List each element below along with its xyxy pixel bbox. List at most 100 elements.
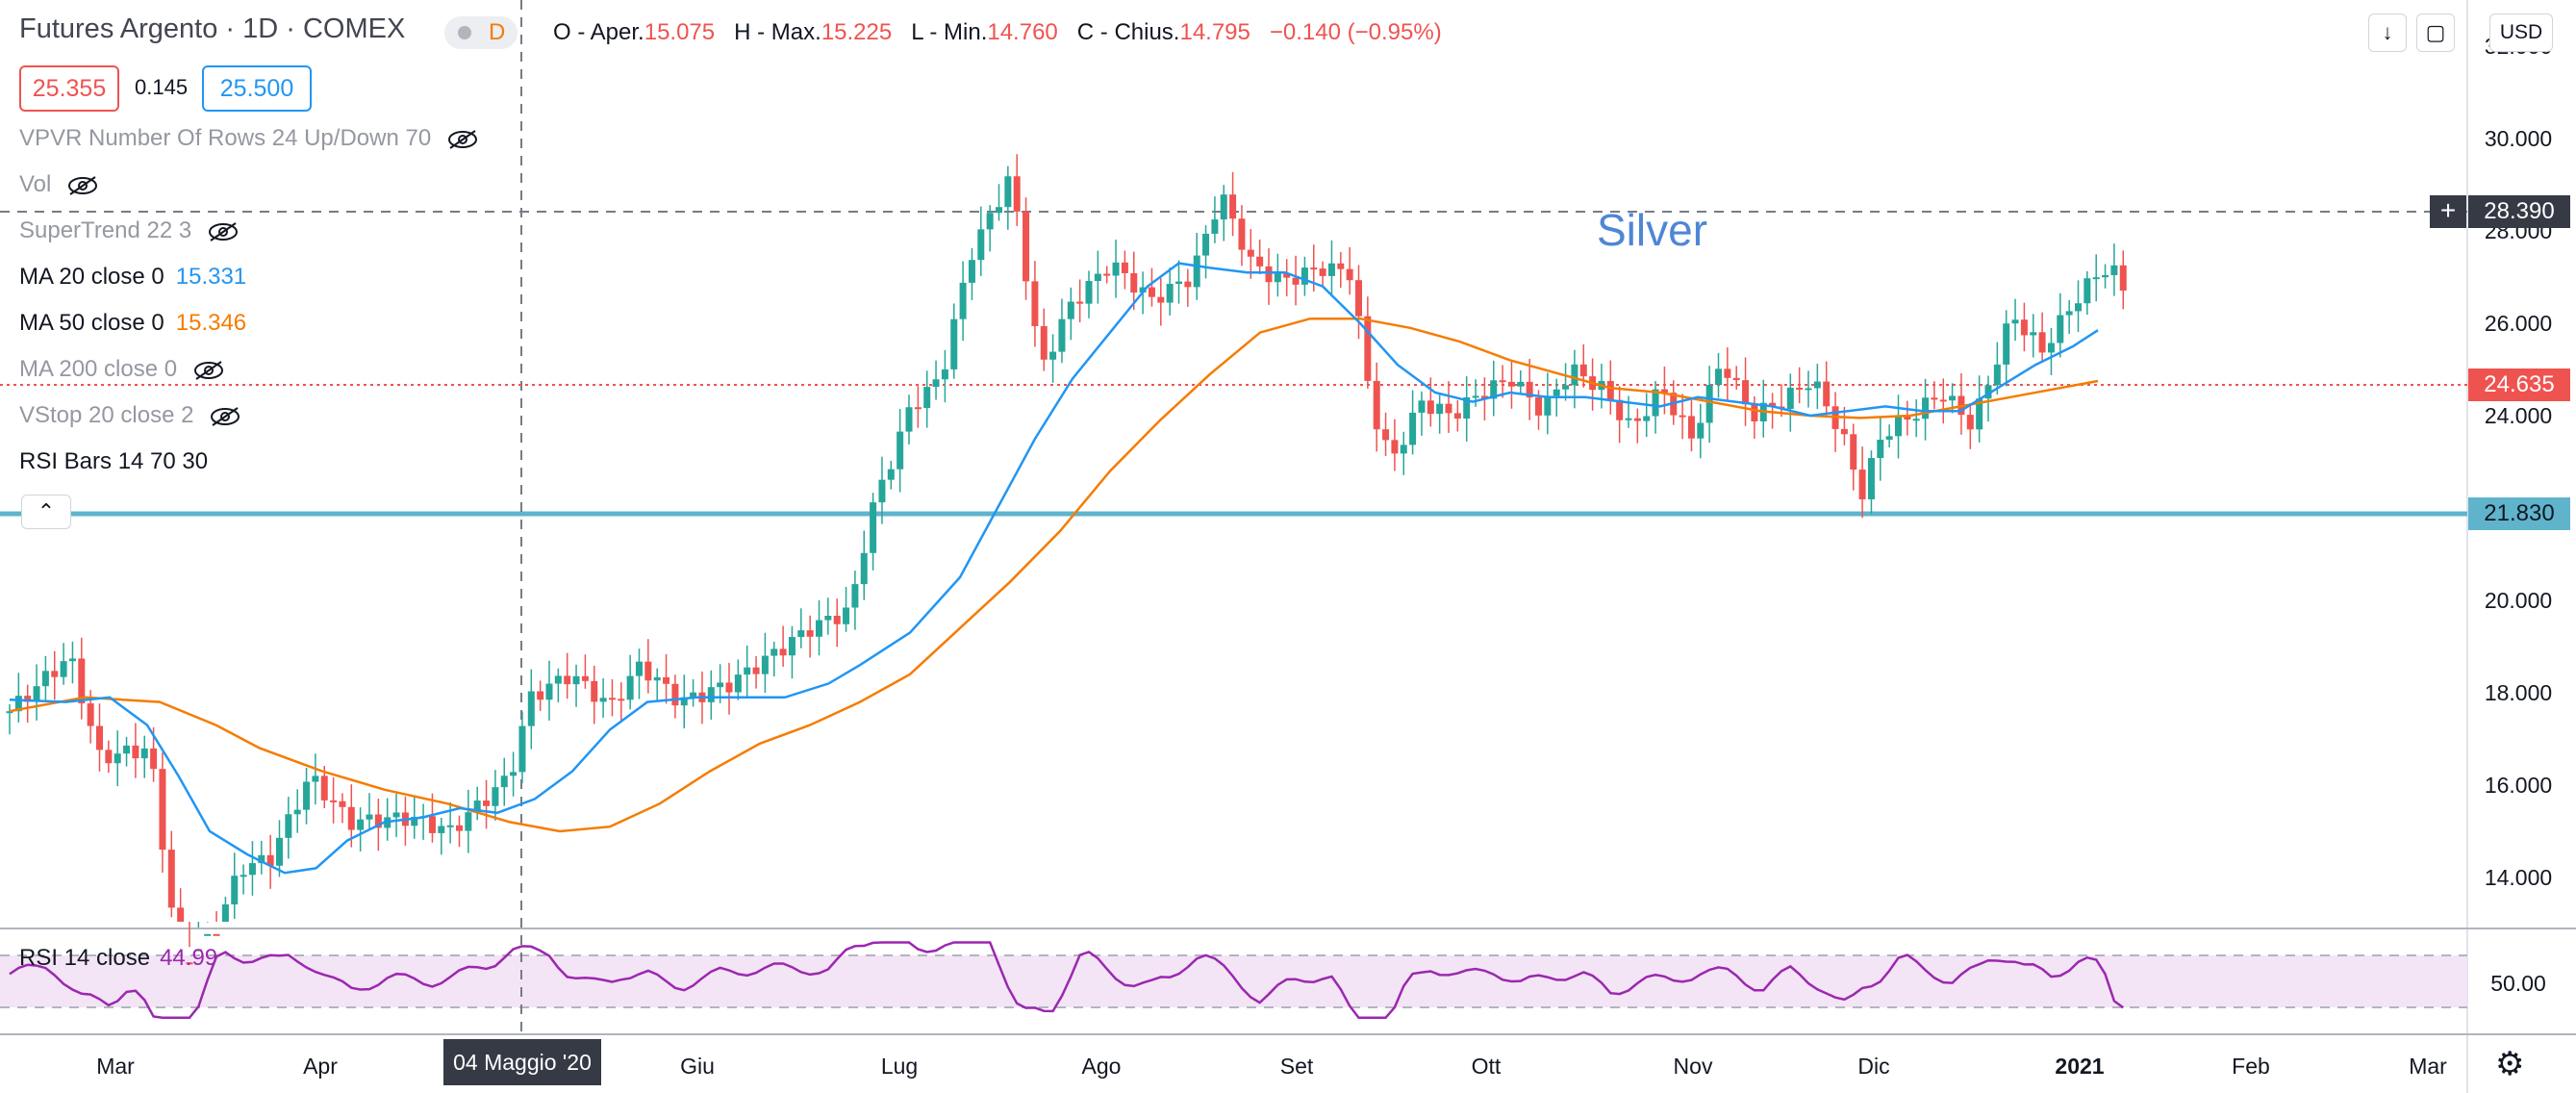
candle-body [293,809,301,815]
indicator-legend-item[interactable]: SuperTrend 22 3 [19,217,240,244]
candle-body [1823,381,1831,407]
open-label: O - Aper. [553,19,644,45]
candle-body [690,692,697,698]
indicator-legend-item[interactable]: VPVR Number Of Rows 24 Up/Down 70 [19,125,479,152]
candle-body [266,854,274,866]
candle-body [1067,301,1074,319]
currency-button[interactable]: USD [2489,13,2553,52]
candle-body [932,379,940,388]
candle-body [347,806,355,830]
hidden-eye-icon[interactable] [209,406,241,427]
candle-body [833,615,841,624]
add-alert-plus-icon[interactable]: + [2430,195,2466,228]
candle-body [2102,274,2109,278]
status-dot-icon [458,26,471,39]
chart-annotation-text[interactable]: Silver [1597,205,1708,255]
candle-body [680,697,688,706]
indicator-value: 15.346 [175,310,247,336]
candle-body [923,387,931,409]
x-tick-label: Set [1280,1054,1314,1079]
candle-body [744,667,751,675]
buy-button[interactable]: 25.500 [202,65,312,112]
candle-body [1724,369,1731,378]
candle-body [213,933,220,936]
candle-body [357,819,365,830]
x-tick-label: Mar [2409,1054,2447,1079]
candle-body [591,680,598,702]
spread-value: 0.145 [135,75,189,99]
candle-body [1993,364,2001,386]
indicator-legend-item[interactable]: Vol [19,171,99,198]
scroll-down-button[interactable]: ↓ [2368,13,2407,52]
candle-body [788,637,796,656]
x-tick-label: Nov [1674,1054,1713,1079]
candle-body [1922,397,1930,419]
hidden-eye-icon[interactable] [192,360,225,381]
indicator-legend-item[interactable]: VStop 20 close 2 [19,402,241,429]
market-status-pill[interactable]: D [444,16,518,49]
candle-body [1355,280,1362,317]
candle-body [518,725,526,773]
collapse-legend-button[interactable]: ⌃ [21,495,71,529]
candle-body [500,775,508,788]
candle-body [554,675,562,684]
candle-body [194,949,202,952]
candle-body [24,696,32,702]
hidden-eye-icon[interactable] [66,175,99,196]
candle-body [1391,440,1399,454]
candle-body [330,800,338,802]
candle-body [1652,389,1659,417]
indicator-legend-item[interactable]: MA 50 close 0 15.346 [19,310,246,337]
candle-body [276,837,283,866]
symbol-title[interactable]: Futures Argento · 1D · COMEX [19,13,406,44]
candle-body [285,814,292,838]
candle-body [105,750,113,764]
indicator-legend-item[interactable]: MA 20 close 0 15.331 [19,264,246,291]
candle-body [653,676,661,681]
candle-body [1786,387,1794,409]
candle-body [1526,381,1533,398]
candle-body [1301,267,1308,285]
candle-body [986,213,994,230]
fullscreen-button[interactable]: ▢ [2416,13,2455,52]
x-tick-label: Ott [1472,1054,1502,1079]
rsi-legend: RSI 14 close 44.99 [19,945,217,972]
indicator-legend-item[interactable]: MA 200 close 0 [19,356,225,383]
candle-body [1606,380,1614,400]
candle-body [33,686,40,702]
rsi-line [9,941,2125,1020]
candles-group [6,154,2127,965]
candle-body [581,675,589,681]
candle-body [6,711,13,714]
hidden-eye-icon[interactable] [446,129,479,150]
candle-body [1130,272,1138,293]
candle-body [1085,281,1093,304]
candle-body [707,687,715,702]
candle-body [734,674,742,693]
candle-body [1679,415,1686,418]
candle-body [1453,413,1461,419]
candle-body [1031,281,1039,326]
hidden-eye-icon[interactable] [207,221,240,242]
candle-body [1571,364,1578,386]
candle-body [851,584,859,608]
candle-body [1660,389,1668,394]
indicator-label: MA 200 close 0 [19,356,178,382]
sell-button[interactable]: 25.355 [19,65,119,112]
y-tick-label: 16.000 [2485,773,2552,798]
indicator-legend-item[interactable]: RSI Bars 14 70 30 [19,448,208,475]
candle-body [1247,249,1254,257]
gear-icon[interactable]: ⚙ [2495,1046,2525,1082]
candle-body [1373,380,1380,430]
candle-body [843,607,850,624]
candle-body [1976,398,1983,430]
rsi-legend-label: RSI 14 close [19,945,151,971]
candle-body [644,661,652,681]
candle-body [2030,332,2037,336]
candle-body [1157,296,1165,303]
candle-body [887,469,895,480]
candle-body [1858,470,1866,499]
candle-body [1742,380,1750,405]
candle-body [1535,397,1542,416]
